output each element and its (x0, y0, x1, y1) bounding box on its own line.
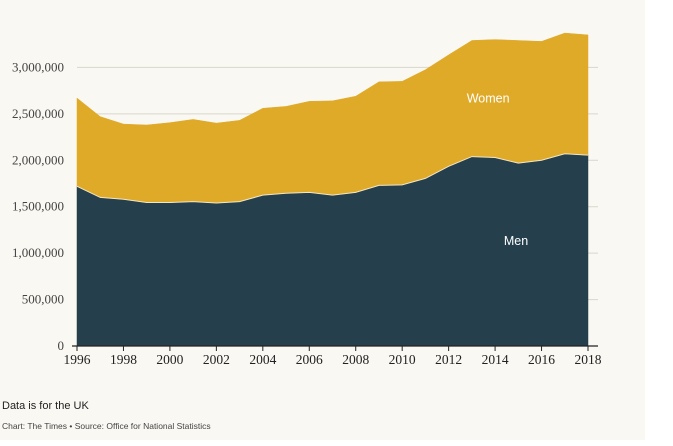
y-tick-label: 2,500,000 (12, 106, 64, 121)
chart-panel: 0 500,000 1,000,000 1,500,000 2,000,000 2,500… (0, 0, 645, 440)
series-label-men: Men (504, 234, 528, 248)
y-tick-label: 0 (58, 338, 65, 353)
y-tick-label: 2,000,000 (12, 152, 64, 167)
y-tick-label: 1,000,000 (12, 245, 64, 260)
x-tick-label: 2002 (203, 352, 230, 367)
x-tick-label: 2000 (156, 352, 183, 367)
x-tick-label: 2008 (342, 352, 369, 367)
chart-note: Data is for the UK (2, 400, 89, 412)
y-tick-label: 1,500,000 (12, 199, 64, 214)
stacked-area-chart: 0 500,000 1,000,000 1,500,000 2,000,000 2,500… (12, 32, 602, 367)
x-tick-label: 2006 (296, 352, 323, 367)
x-tick-label: 2018 (575, 352, 602, 367)
area-series (76, 32, 589, 347)
x-tick-label: 2004 (249, 352, 276, 367)
y-tick-label: 500,000 (22, 292, 64, 307)
x-tick-label: 2016 (528, 352, 555, 367)
series-label-women: Women (467, 92, 510, 106)
axes: 0 500,000 1,000,000 1,500,000 2,000,000 2,500… (12, 59, 602, 367)
y-tick-label: 3,000,000 (12, 59, 64, 74)
x-tick-label: 1998 (110, 352, 137, 367)
chart-source: Chart: The Times • Source: Office for Na… (2, 421, 211, 431)
x-tick-label: 2012 (435, 352, 462, 367)
x-tick-label: 2010 (389, 352, 416, 367)
series-labels: Men Women (467, 92, 528, 248)
series-boundary-line (76, 153, 589, 204)
x-tick-label: 1996 (64, 352, 91, 367)
x-tick-label: 2014 (482, 352, 509, 367)
